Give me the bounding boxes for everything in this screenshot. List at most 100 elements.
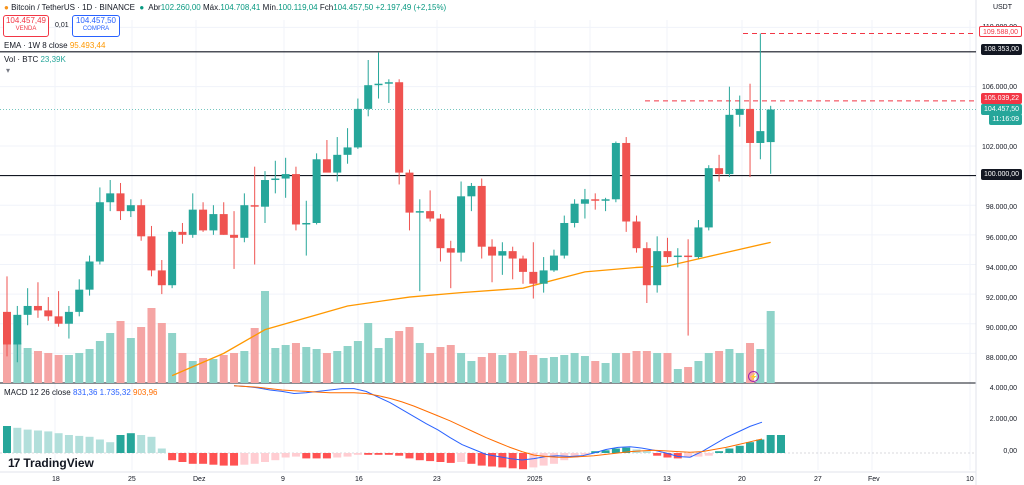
ema-label: EMA · 1W 8 close xyxy=(4,41,68,50)
low-value: 100.119,04 xyxy=(278,3,318,12)
buy-button[interactable]: 104.457,50 COMPRA xyxy=(72,15,120,37)
macd-legend[interactable]: MACD 12 26 close 831,36 1.735,32 903,96 xyxy=(4,388,157,397)
macd-hist-bar xyxy=(591,451,600,453)
macd-hist-bar xyxy=(694,453,703,457)
volume-bar xyxy=(725,349,734,383)
macd-hist-bar xyxy=(735,445,744,453)
macd-hist-bar xyxy=(116,435,125,453)
candle-body xyxy=(230,234,239,238)
volume-bar xyxy=(23,348,32,383)
macd-hist-bar xyxy=(477,453,486,466)
volume-bar xyxy=(343,346,352,383)
volume-bar xyxy=(611,353,620,383)
ema-legend[interactable]: EMA · 1W 8 close 95.493,44 xyxy=(4,41,105,50)
horizontal-levels[interactable] xyxy=(0,33,976,177)
candle-body xyxy=(44,310,53,317)
macd-hist-bar xyxy=(44,431,53,453)
macd-tick: 2.000,00 xyxy=(989,416,1017,423)
tag-level-108[interactable]: 108.353,00 xyxy=(980,44,1022,55)
candle-body xyxy=(405,172,414,213)
macd-hist-bar xyxy=(219,453,228,466)
candle-body xyxy=(384,82,393,84)
candle-body xyxy=(694,227,703,258)
change-value: +2.197,49 (+2,15%) xyxy=(375,3,447,12)
tag-level-high[interactable]: 109.588,00 xyxy=(978,26,1022,37)
volume-bar xyxy=(488,353,497,383)
candle-body xyxy=(209,214,218,231)
high-label: Máx. xyxy=(203,3,221,12)
candle-body xyxy=(477,185,486,247)
volume-bar xyxy=(704,353,713,383)
macd-value-1: 831,36 xyxy=(72,388,98,397)
macd-hist-bar xyxy=(426,453,435,462)
macd-line xyxy=(233,385,763,461)
volume-bar xyxy=(715,351,724,383)
volume-bar xyxy=(642,351,651,383)
volume-bar xyxy=(157,323,166,383)
candle-body xyxy=(250,205,259,207)
candle-body xyxy=(467,185,476,197)
candle-body xyxy=(219,214,228,235)
volume-bar xyxy=(75,353,84,383)
macd-hist-bar xyxy=(611,448,620,453)
symbol-header[interactable]: ● Bitcoin / TetherUS · 1D · BINANCE ● Ab… xyxy=(4,3,446,12)
candle-body xyxy=(261,180,269,207)
macd-hist-bar xyxy=(529,453,538,468)
volume-bar xyxy=(302,347,311,383)
volume-bar xyxy=(95,341,104,383)
volume-bar xyxy=(178,353,187,383)
volume-bar xyxy=(85,349,94,383)
volume-bars xyxy=(3,291,775,383)
axis-currency[interactable]: USDT xyxy=(992,4,1012,11)
volume-bar xyxy=(271,348,280,383)
macd-hist-bar xyxy=(663,453,672,458)
macd-hist-bar xyxy=(766,435,775,453)
tag-level-105[interactable]: 105.039,22 xyxy=(980,93,1022,104)
ema-path xyxy=(171,241,771,377)
tradingview-logo[interactable]: 17 TradingView xyxy=(8,456,94,470)
macd-hist-bar xyxy=(673,453,682,459)
candle-body xyxy=(653,251,662,286)
candle-body xyxy=(663,251,672,258)
collapse-chevron-icon[interactable]: ▾ xyxy=(6,66,11,75)
macd-hist-bar xyxy=(250,453,259,464)
lightning-icon[interactable]: ⚡ xyxy=(748,371,759,382)
volume-bar xyxy=(3,338,11,383)
tag-level-100[interactable]: 100.000,00 xyxy=(980,169,1022,180)
volume-bar xyxy=(694,361,703,383)
macd-hist-bar xyxy=(570,453,579,458)
symbol-title: Bitcoin / TetherUS · 1D · BINANCE xyxy=(11,3,135,12)
volume-bar xyxy=(281,345,290,383)
volume-bar xyxy=(33,351,42,383)
macd-hist-bar xyxy=(601,450,610,453)
macd-hist-bar xyxy=(13,427,22,453)
candle-body xyxy=(611,142,620,200)
macd-hist-bar xyxy=(622,447,631,453)
macd-hist-bar xyxy=(405,453,414,459)
macd-hist-bar xyxy=(384,453,393,455)
tag-countdown: 11:16:09 xyxy=(989,114,1022,125)
time-tick: Fev xyxy=(868,476,880,483)
candle-body xyxy=(488,246,497,256)
volume-bar xyxy=(684,367,693,383)
signal-line xyxy=(233,385,763,458)
macd-hist-bar xyxy=(188,453,197,464)
price-grid xyxy=(0,0,977,485)
sell-button[interactable]: 104.457,49 VENDA xyxy=(3,15,49,37)
candle-body xyxy=(157,270,166,286)
candle-body xyxy=(415,211,424,213)
macd-value-2: 1.735,32 xyxy=(99,388,131,397)
time-tick: 2025 xyxy=(527,476,543,483)
macd-hist-bar xyxy=(343,453,352,457)
volume-bar xyxy=(64,355,73,383)
brand-name: TradingView xyxy=(23,456,94,470)
volume-bar xyxy=(209,359,218,383)
volume-bar xyxy=(539,358,548,383)
tag-last-price[interactable]: 104.457,50 xyxy=(980,104,1022,115)
volume-legend[interactable]: Vol · BTC 23,39K xyxy=(4,55,66,64)
candle-body xyxy=(570,203,579,223)
candle-body xyxy=(560,222,569,256)
buy-label: COMPRA xyxy=(82,26,110,32)
time-tick: 20 xyxy=(738,476,746,483)
